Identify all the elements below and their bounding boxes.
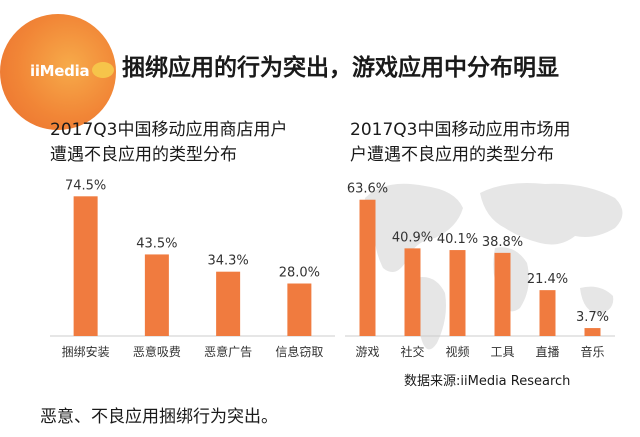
chart-2-value-label: 38.8% [482,235,523,250]
chart-2-title-line1: 2017Q3中国移动应用市场用 [350,120,571,140]
chart-1-value-label: 74.5% [65,178,106,193]
brand-logo-badge [92,62,114,78]
chart-2-value-label: 63.6% [347,182,388,197]
footnote: 恶意、不良应用捆绑行为突出。 [40,407,278,427]
chart-1-title: 2017Q3中国移动应用商店用户 遭遇不良应用的类型分布 [50,118,350,168]
chart-1-title-line1: 2017Q3中国移动应用商店用户 [50,120,288,140]
chart-1-value-label: 43.5% [136,236,177,251]
chart-2-category-label: 工具 [490,345,514,359]
chart-2-value-label: 3.7% [576,310,609,325]
chart-1-category-label: 恶意广告 [204,344,252,359]
chart-1-bar [287,283,312,336]
chart-1-value-label: 28.0% [279,266,320,281]
chart-1-category-label: 信息窃取 [275,344,323,359]
chart-2-value-label: 40.9% [392,230,433,245]
chart-1-value-label: 34.3% [207,254,248,269]
brand-logo-text: iiMedia [30,62,90,80]
chart-1-category-label: 捆绑安装 [62,344,110,359]
chart-1-title-line2: 遭遇不良应用的类型分布 [50,145,237,165]
chart-2-category-label: 游戏 [355,345,379,359]
chart-2-value-label: 40.1% [437,232,478,247]
chart-2-title: 2017Q3中国移动应用市场用 户遭遇不良应用的类型分布 [350,118,640,168]
chart-2-category-label: 直播 [535,345,559,359]
chart-1-bar [73,196,98,336]
chart-1-bar [144,254,169,336]
chart-2-bar [539,290,556,336]
data-source: 数据来源:iiMedia Research [404,374,571,389]
chart-2-category-label: 音乐 [580,344,604,359]
chart-2-bar [404,248,421,336]
chart-2-bar [449,250,466,336]
chart-2-category-label: 视频 [445,344,469,359]
chart-2-value-label: 21.4% [527,272,568,287]
chart-2-bar [359,199,376,336]
chart-1-category-label: 恶意吸费 [133,344,181,359]
chart-2-bar [584,328,601,336]
page-headline: 捆绑应用的行为突出，游戏应用中分布明显 [122,55,559,81]
chart-1-bar [216,271,241,336]
chart-2-category-label: 社交 [400,344,424,359]
chart-2-title-line2: 户遭遇不良应用的类型分布 [350,145,554,165]
chart-2-bar [494,252,511,336]
